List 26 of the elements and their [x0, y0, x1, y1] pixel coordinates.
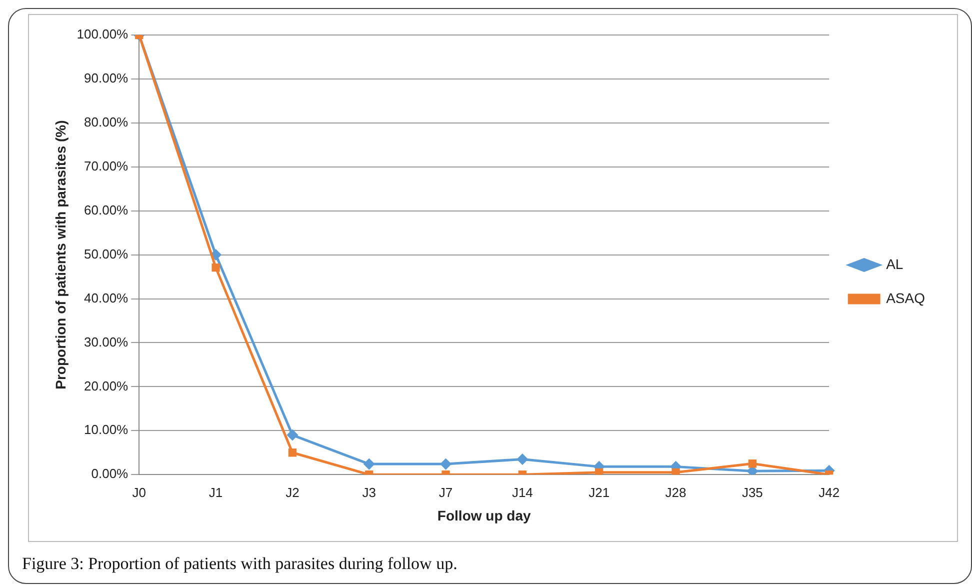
y-tick-label: 30.00% [84, 334, 129, 350]
x-tick-label: J3 [362, 484, 376, 500]
x-axis-title: Follow up day [437, 507, 531, 524]
x-tick-label: J28 [665, 484, 686, 500]
x-tick-label: J2 [286, 484, 300, 500]
x-tick-label: J14 [512, 484, 533, 500]
y-tick-label: 50.00% [84, 246, 129, 262]
y-tick-label: 20.00% [84, 378, 129, 394]
legend-label: AL [886, 256, 904, 272]
y-tick-label: 80.00% [84, 114, 129, 130]
y-tick-label: 0.00% [91, 466, 129, 482]
y-axis-title: Proportion of patients with parasites (%) [52, 120, 68, 390]
y-tick-label: 90.00% [84, 70, 129, 86]
y-tick-label: 100.00% [76, 26, 129, 42]
x-tick-label: J7 [438, 484, 453, 500]
y-tick-label: 10.00% [84, 422, 129, 438]
x-tick-label: J1 [208, 484, 223, 500]
x-tick-label: J35 [742, 484, 763, 500]
x-tick-label: J21 [588, 484, 610, 500]
x-tick-label: J0 [132, 484, 146, 500]
y-tick-label: 70.00% [84, 158, 129, 174]
legend-label: ASAQ [886, 290, 926, 306]
x-tick-label: J42 [818, 484, 840, 500]
caption: Figure 3: Proportion of patients with parasites during follow up. [22, 554, 458, 574]
y-tick-label: 40.00% [84, 290, 129, 306]
y-tick-label: 60.00% [84, 202, 129, 218]
